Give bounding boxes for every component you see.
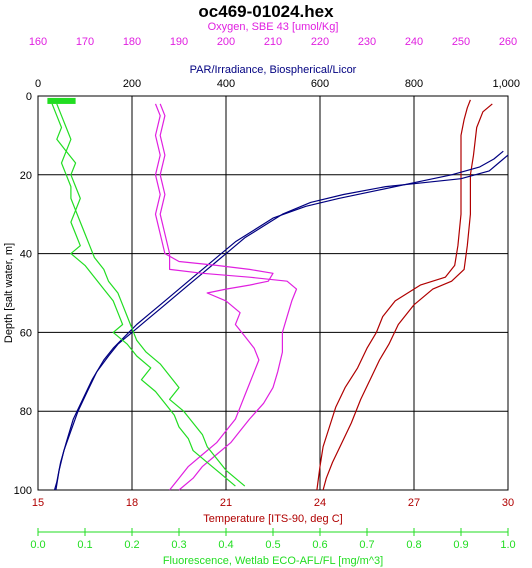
x-tick-label-par: 200: [123, 78, 141, 90]
series-layer: [47, 97, 509, 491]
x-tick-label-fluorescence: 0.3: [171, 539, 186, 551]
x-axis-title-fluorescence: Fluorescence, Wetlab ECO-AFL/FL [mg/m^3]: [163, 555, 383, 567]
y-tick-label: 80: [20, 406, 32, 418]
y-tick-label: 60: [20, 327, 32, 339]
series-line-fluorescence: [51, 103, 236, 487]
series-line-par: [53, 150, 504, 491]
y-tick-label: 0: [26, 91, 32, 103]
x-tick-label-oxygen: 230: [358, 36, 376, 48]
y-tick-label: 100: [14, 485, 32, 497]
x-tick-label-temperature: 27: [408, 497, 420, 509]
x-tick-label-fluorescence: 0.8: [406, 539, 421, 551]
x-tick-label-oxygen: 240: [405, 36, 423, 48]
x-tick-label-fluorescence: 0.0: [30, 539, 45, 551]
x-axis-title-par: PAR/Irradiance, Biospherical/Licor: [190, 64, 357, 76]
x-tick-label-par: 800: [405, 78, 423, 90]
x-tick-label-oxygen: 220: [311, 36, 329, 48]
plot-frame: [37, 95, 509, 491]
y-tick-label: 20: [20, 170, 32, 182]
fluorescence-marker: [47, 97, 76, 104]
grid-layer: [37, 95, 509, 491]
y-tick-label: 40: [20, 249, 32, 261]
x-tick-label-fluorescence: 0.1: [77, 539, 92, 551]
x-tick-label-oxygen: 260: [499, 36, 517, 48]
x-tick-label-oxygen: 180: [123, 36, 141, 48]
x-tick-label-oxygen: 210: [264, 36, 282, 48]
x-tick-label-temperature: 24: [314, 497, 326, 509]
x-tick-label-temperature: 30: [502, 497, 514, 509]
x-tick-label-fluorescence: 0.5: [265, 539, 280, 551]
x-tick-label-oxygen: 170: [76, 36, 94, 48]
x-tick-label-par: 400: [217, 78, 235, 90]
series-line-oxygen: [159, 103, 298, 491]
x-tick-label-oxygen: 160: [29, 36, 47, 48]
x-tick-label-fluorescence: 0.9: [453, 539, 468, 551]
x-axis-title-temperature: Temperature [ITS-90, deg C]: [203, 513, 342, 525]
series-line-temperature: [316, 99, 471, 491]
chart-title: oc469-01024.hex: [198, 2, 334, 21]
series-line-temperature: [322, 103, 493, 491]
y-axis-title: Depth [salt water, m]: [3, 243, 15, 343]
x-axis-title-oxygen: Oxygen, SBE 43 [umol/Kg]: [208, 21, 339, 33]
x-tick-label-fluorescence: 0.4: [218, 539, 233, 551]
x-tick-label-fluorescence: 0.6: [312, 539, 327, 551]
x-tick-label-par: 1,000: [492, 78, 520, 90]
x-tick-label-temperature: 21: [220, 497, 232, 509]
x-tick-label-temperature: 15: [32, 497, 44, 509]
x-tick-label-par: 600: [311, 78, 329, 90]
x-tick-label-fluorescence: 0.7: [359, 539, 374, 551]
series-line-fluorescence: [56, 103, 246, 487]
x-tick-label-par: 0: [35, 78, 41, 90]
x-tick-label-oxygen: 190: [170, 36, 188, 48]
x-tick-label-oxygen: 200: [217, 36, 235, 48]
x-tick-label-oxygen: 250: [452, 36, 470, 48]
x-tick-label-temperature: 18: [126, 497, 138, 509]
x-tick-label-fluorescence: 1.0: [500, 539, 515, 551]
x-tick-label-fluorescence: 0.2: [124, 539, 139, 551]
series-line-oxygen: [154, 103, 274, 491]
